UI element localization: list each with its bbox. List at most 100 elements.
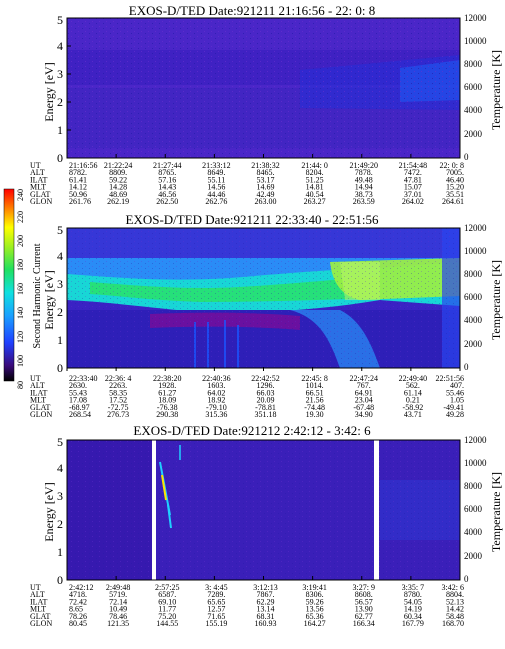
- y2-tick-label: 6000: [464, 504, 483, 514]
- table-cell: 69.10: [158, 597, 176, 606]
- colorbar-tick-label: 180: [16, 259, 25, 271]
- panel-3-ylabel: Energy [eV]: [42, 482, 56, 541]
- panel-1-title: EXOS-D/TED Date:921211 21:16:56 - 22: 0:…: [129, 3, 376, 18]
- table-cell: 72.14: [109, 597, 127, 606]
- table-cell: 64.02: [207, 388, 225, 397]
- table-cell: 1296.: [257, 381, 275, 390]
- panel-3-y2-axis: 0 2000 4000 6000 8000 10000 12000 Temper…: [464, 435, 503, 584]
- row-label: ALT: [30, 168, 45, 177]
- table-cell: 13.14: [257, 605, 275, 614]
- table-cell: 14.42: [446, 605, 464, 614]
- table-cell: 264.61: [442, 197, 464, 206]
- y2-tick-label: 10000: [464, 458, 487, 468]
- y-tick-label: 3: [57, 489, 63, 503]
- table-cell: 42.49: [257, 190, 275, 199]
- table-cell: 62.29: [257, 597, 275, 606]
- table-cell: 14.81: [306, 183, 324, 192]
- table-cell: 22:49:40: [399, 374, 427, 383]
- table-cell: 7472.: [404, 168, 422, 177]
- table-cell: -72.75: [108, 403, 129, 412]
- y2-tick-label: 0: [464, 362, 469, 372]
- table-cell: 52.13: [446, 597, 464, 606]
- panel-1-ylabel: Energy [eV]: [42, 62, 56, 121]
- table-cell: 3:19:41: [302, 583, 326, 592]
- table-cell: 166.34: [353, 619, 375, 628]
- y2-tick-label: 2000: [464, 129, 483, 139]
- table-cell: 61.27: [158, 388, 176, 397]
- table-cell: 3:12:13: [253, 583, 277, 592]
- table-cell: 46.40: [446, 175, 464, 184]
- table-cell: 14.56: [207, 183, 225, 192]
- table-cell: 21:33:12: [202, 161, 230, 170]
- table-cell: 121.35: [107, 619, 129, 628]
- y-tick-label: 1: [57, 123, 63, 137]
- table-cell: 21:44: 0: [301, 161, 327, 170]
- table-cell: 64.91: [355, 388, 373, 397]
- table-cell: 55.11: [208, 175, 226, 184]
- row-label: MLT: [30, 396, 46, 405]
- table-cell: 56.57: [355, 597, 373, 606]
- table-cell: 55.43: [69, 388, 87, 397]
- table-cell: -76.38: [157, 403, 178, 412]
- colorbar-tick-label: 200: [16, 235, 25, 247]
- table-cell: 19.30: [306, 410, 324, 419]
- colorbar-tick-label: 160: [16, 283, 25, 295]
- table-cell: 290.38: [156, 410, 178, 419]
- y2-tick-label: 6000: [464, 292, 483, 302]
- table-cell: 40.54: [306, 190, 324, 199]
- table-cell: 23.04: [355, 396, 373, 405]
- colorbar-tick-label: 140: [16, 307, 25, 319]
- table-cell: 22:38:20: [153, 374, 181, 383]
- row-label: ILAT: [30, 388, 47, 397]
- table-cell: 68.31: [257, 612, 275, 621]
- table-cell: 49.28: [446, 410, 464, 419]
- row-label: GLAT: [30, 612, 51, 621]
- panel-2-title: EXOS-D/TED Date:921211 22:33:40 - 22:51:…: [126, 212, 379, 227]
- table-cell: 11.77: [158, 605, 176, 614]
- colorbar-tick-label: 120: [16, 331, 25, 343]
- table-cell: 21:49:20: [350, 161, 378, 170]
- table-cell: 7005.: [446, 168, 464, 177]
- table-cell: 7289.: [207, 590, 225, 599]
- row-label: ILAT: [30, 597, 47, 606]
- table-cell: 21:27:44: [153, 161, 181, 170]
- table-cell: -79.10: [206, 403, 227, 412]
- y-tick-label: 5: [57, 435, 63, 449]
- table-cell: 14.69: [257, 183, 275, 192]
- colorbar: 80 100 120 140 160 180 200 220 240 Secon…: [3, 188, 43, 389]
- y-tick-label: 4: [57, 249, 63, 263]
- table-cell: 51.25: [306, 175, 324, 184]
- y2-tick-label: 2000: [464, 551, 483, 561]
- table-cell: 61.41: [69, 175, 87, 184]
- table-cell: 263.59: [353, 197, 375, 206]
- table-cell: 59.22: [109, 175, 127, 184]
- panel-3-heatmap: [67, 440, 460, 580]
- row-label: MLT: [30, 605, 46, 614]
- y2-tick-label: 8000: [464, 269, 483, 279]
- row-label: GLON: [30, 197, 52, 206]
- table-cell: 168.70: [442, 619, 464, 628]
- table-cell: 14.94: [355, 183, 373, 192]
- table-cell: 1.05: [450, 396, 464, 405]
- colorbar-tick-label: 240: [16, 189, 25, 201]
- y-tick-label: 4: [57, 461, 63, 475]
- y2-tick-label: 12000: [464, 435, 487, 445]
- row-label: GLON: [30, 619, 52, 628]
- table-cell: 46.56: [158, 190, 176, 199]
- y-tick-label: 5: [57, 223, 63, 237]
- table-cell: 8780.: [404, 590, 422, 599]
- table-cell: 21:54:48: [399, 161, 427, 170]
- y-tick-label: 0: [57, 361, 63, 375]
- y-tick-label: 2: [57, 95, 63, 109]
- colorbar-tick-label: 80: [16, 381, 25, 389]
- row-label: UT: [30, 583, 41, 592]
- y-tick-label: 3: [57, 277, 63, 291]
- table-cell: 263.00: [255, 197, 277, 206]
- colorbar-gradient: [3, 188, 15, 382]
- row-label: ALT: [30, 590, 45, 599]
- row-label: UT: [30, 374, 41, 383]
- table-cell: 13.56: [306, 605, 324, 614]
- table-cell: 17.52: [109, 396, 127, 405]
- table-cell: 65.36: [306, 612, 324, 621]
- table-cell: 34.90: [355, 410, 373, 419]
